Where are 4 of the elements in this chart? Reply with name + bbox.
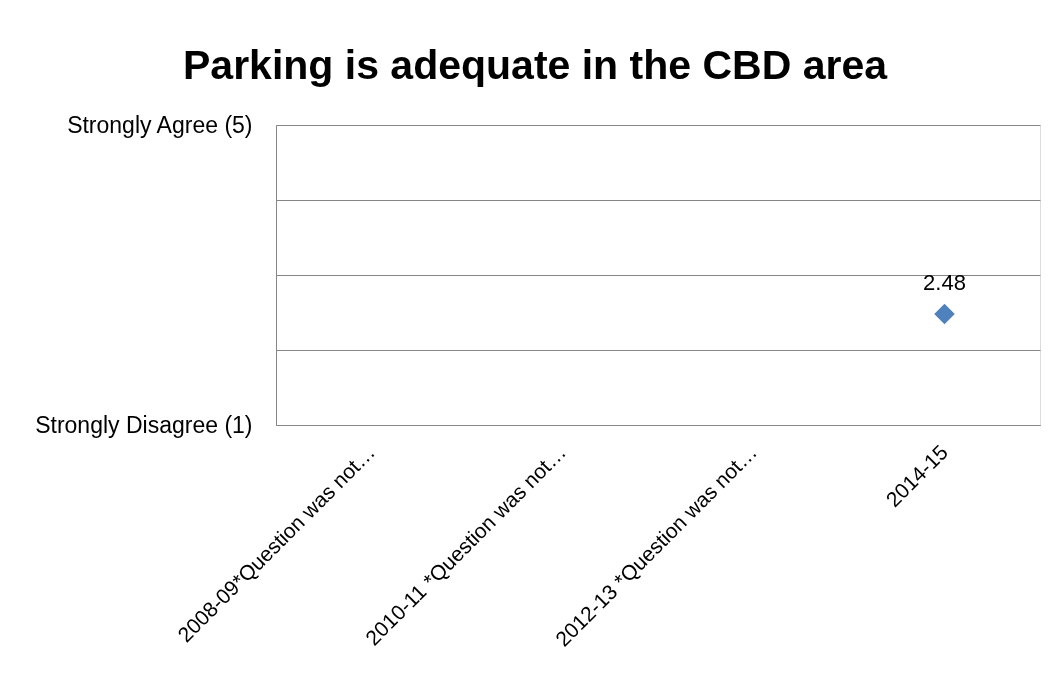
chart-title: Parking is adequate in the CBD area — [182, 42, 889, 88]
y-tick-label: Strongly Agree (5) — [67, 111, 253, 138]
y-tick-label: Strongly Disagree (1) — [35, 411, 253, 438]
data-label: 2.48 — [923, 270, 966, 295]
